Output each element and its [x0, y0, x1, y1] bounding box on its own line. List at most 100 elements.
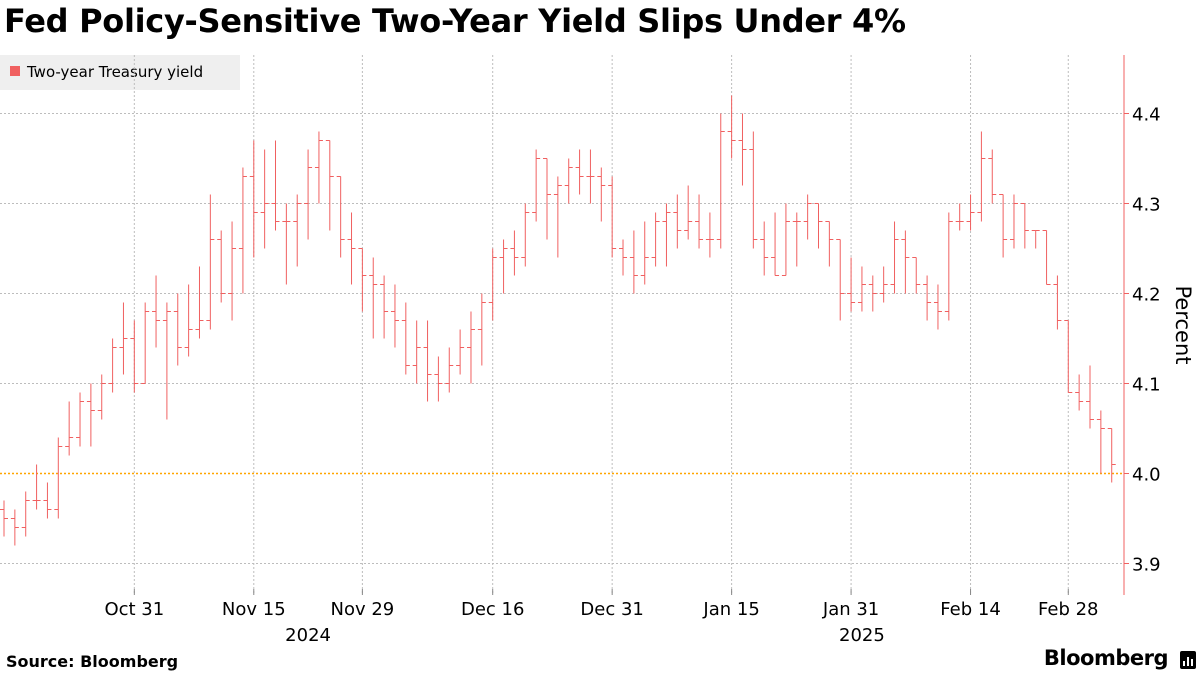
ohlc-bar — [760, 221, 769, 276]
ohlc-bar — [814, 203, 823, 249]
x-tick-label: Oct 31 — [104, 599, 164, 620]
ohlc-bar — [401, 302, 410, 375]
ohlc-bar — [1107, 428, 1116, 483]
ohlc-bar — [314, 131, 323, 204]
chart-title: Fed Policy-Sensitive Two-Year Yield Slip… — [4, 2, 906, 40]
ohlc-bar — [369, 257, 378, 339]
ohlc-bar — [412, 320, 421, 384]
ohlc-bar — [705, 212, 714, 258]
legend-swatch — [10, 66, 20, 76]
ohlc-bar — [988, 149, 997, 204]
y-axis-title: Percent — [1171, 285, 1195, 364]
ohlc-bar — [521, 203, 530, 267]
ohlc-bar — [619, 239, 628, 276]
ohlc-bar — [1031, 230, 1040, 249]
ohlc-bar — [347, 212, 356, 285]
ohlc-bar — [488, 248, 497, 321]
ohlc-bar — [890, 221, 899, 294]
ohlc-bar — [282, 203, 291, 285]
ohlc-bar — [152, 275, 161, 348]
x-tick-label: Feb 14 — [940, 599, 1001, 620]
ohlc-bar — [293, 194, 302, 267]
ohlc-bar — [575, 149, 584, 195]
brand-wordmark: Bloomberg — [1043, 646, 1169, 670]
ohlc-bar — [195, 266, 204, 339]
x-tick-label: Feb 28 — [1038, 599, 1099, 620]
bloomberg-logo-icon — [1180, 651, 1196, 669]
ohlc-bar — [445, 347, 454, 393]
ohlc-bar — [43, 482, 52, 519]
y-tick-label: 4.2 — [1132, 285, 1161, 306]
x-tick-label: Jan 31 — [822, 599, 879, 620]
ohlc-bar — [662, 203, 671, 267]
ohlc-bar — [684, 185, 693, 240]
x-year-label: 2024 — [285, 625, 331, 646]
ohlc-bar — [325, 140, 334, 231]
ohlc-bar — [1009, 194, 1018, 249]
ohlc-bar — [944, 212, 953, 321]
ohlc-bar — [640, 221, 649, 285]
ohlc-bar — [553, 176, 562, 258]
ohlc-bar — [76, 392, 85, 447]
x-tick-label: Dec 16 — [461, 599, 524, 620]
ohlc-bar — [836, 239, 845, 321]
ohlc-bar — [336, 176, 345, 258]
ohlc-bar — [119, 302, 128, 375]
ohlc-bar — [1042, 230, 1051, 285]
ohlc-bar — [532, 149, 541, 222]
ohlc-bar — [456, 329, 465, 375]
ohlc-bar — [597, 167, 606, 222]
x-tick-label: Jan 15 — [702, 599, 759, 620]
ohlc-bar — [477, 293, 486, 366]
ohlc-bar — [54, 437, 63, 519]
ohlc-bar — [999, 194, 1008, 258]
ohlc-bar — [543, 158, 551, 240]
ohlc-bar — [1053, 275, 1062, 330]
ohlc-bar — [933, 284, 942, 330]
ohlc-bar — [434, 356, 443, 402]
ohlc-bar — [857, 266, 866, 312]
ohlc-bar — [32, 464, 41, 510]
ohlc-bar — [771, 212, 780, 276]
ohlc-bar — [249, 140, 258, 258]
ohlc-bar — [955, 203, 964, 231]
y-tick-label: 4.4 — [1132, 105, 1161, 126]
ohlc-bar — [1064, 320, 1073, 393]
legend-label: Two-year Treasury yield — [26, 63, 203, 81]
ohlc-bar — [912, 257, 921, 294]
ohlc-bar — [0, 500, 8, 537]
ohlc-bar — [65, 401, 74, 456]
y-tick-label: 4.3 — [1132, 195, 1161, 216]
ohlc-bar — [510, 230, 519, 276]
ohlc-bar — [358, 248, 367, 312]
ohlc-bar — [217, 230, 226, 303]
x-tick-label: Nov 29 — [330, 599, 394, 620]
y-tick-label: 3.9 — [1132, 555, 1161, 576]
ohlc-bar — [868, 275, 877, 312]
ohlc-bar — [901, 230, 910, 294]
ohlc-bar — [1086, 365, 1094, 429]
ohlc-bar — [923, 275, 932, 321]
ohlc-bar — [228, 221, 237, 321]
ohlc-bar — [695, 194, 704, 249]
ohlc-bar — [423, 320, 432, 402]
ohlc-bar — [673, 194, 682, 249]
ohlc-bar — [629, 230, 638, 294]
ohlc-bar — [716, 113, 725, 249]
ohlc-bar — [390, 284, 399, 348]
ohlc-bar — [271, 140, 280, 231]
ohlc-bar — [977, 131, 986, 222]
ohlc-bar — [466, 311, 475, 384]
ohlc-bar — [206, 194, 215, 330]
ohlc-bar — [792, 212, 801, 267]
ohlc-bar — [238, 167, 247, 294]
ohlc-bar — [21, 491, 30, 537]
ohlc-bar — [651, 212, 660, 267]
ohlc-bar — [727, 95, 736, 159]
ohlc-bar — [803, 194, 812, 240]
x-tick-label: Dec 31 — [580, 599, 643, 620]
ohlc-bar — [97, 374, 106, 420]
ohlc-bar — [1020, 203, 1029, 249]
ohlc-bar — [10, 509, 19, 546]
